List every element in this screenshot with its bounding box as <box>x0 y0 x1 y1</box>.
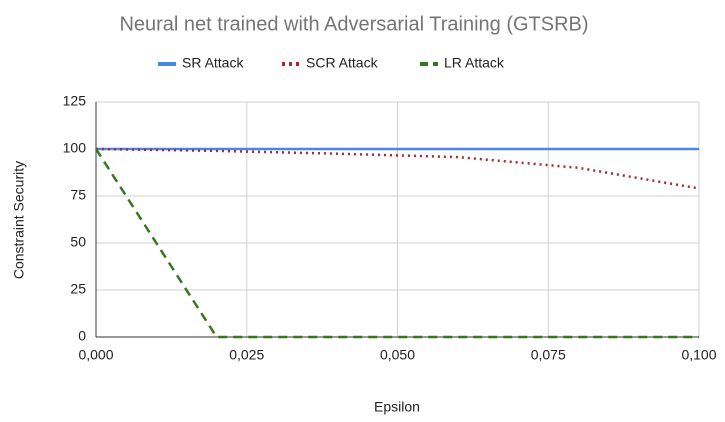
y-tick-label: 25 <box>70 281 86 297</box>
legend-label: SCR Attack <box>306 55 379 71</box>
y-tick-label: 75 <box>70 187 86 203</box>
legend-label: LR Attack <box>444 55 505 71</box>
y-tick-label: 50 <box>70 234 86 250</box>
y-tick-label: 125 <box>63 93 87 109</box>
x-tick-label: 0,075 <box>531 347 566 363</box>
chart-title: Neural net trained with Adversarial Trai… <box>119 13 588 35</box>
x-tick-label: 0,050 <box>380 347 415 363</box>
y-tick-label: 100 <box>63 140 87 156</box>
x-tick-label: 0,100 <box>681 347 716 363</box>
y-tick-label: 0 <box>78 328 86 344</box>
x-axis-label: Epsilon <box>374 399 420 415</box>
series-line <box>94 148 699 339</box>
x-tick-label: 0,000 <box>78 347 113 363</box>
legend-label: SR Attack <box>182 55 244 71</box>
series-line <box>95 147 700 190</box>
y-axis-label: Constraint Security <box>11 161 27 279</box>
x-tick-label: 0,025 <box>229 347 264 363</box>
